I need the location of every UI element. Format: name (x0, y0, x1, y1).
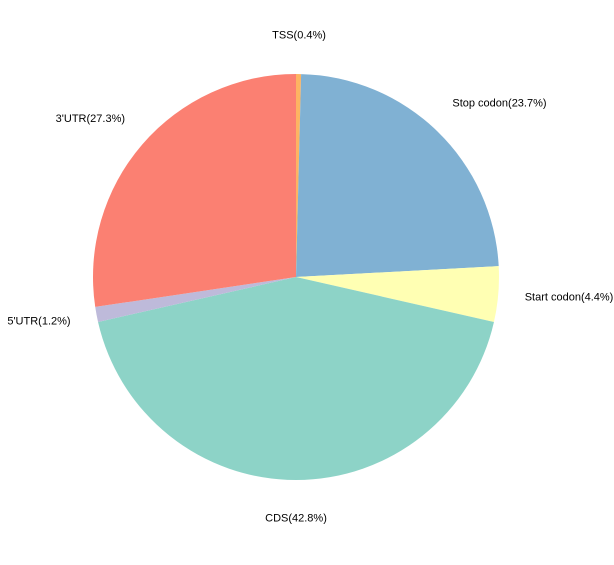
pie-slice (95, 277, 296, 322)
pie-slice (296, 74, 302, 277)
slice-label: TSS(0.4%) (272, 29, 326, 41)
pie-slice (296, 74, 499, 278)
pie-slice (98, 277, 494, 480)
slice-label: Start codon(4.4%) (525, 291, 614, 303)
pie-slice (93, 74, 296, 307)
slice-label: 3'UTR(27.3%) (56, 113, 125, 125)
slice-label: Stop codon(23.7%) (452, 98, 546, 110)
slice-label: 5'UTR(1.2%) (7, 316, 70, 328)
pie-slice (296, 266, 500, 322)
slice-label: CDS(42.8%) (265, 512, 327, 524)
